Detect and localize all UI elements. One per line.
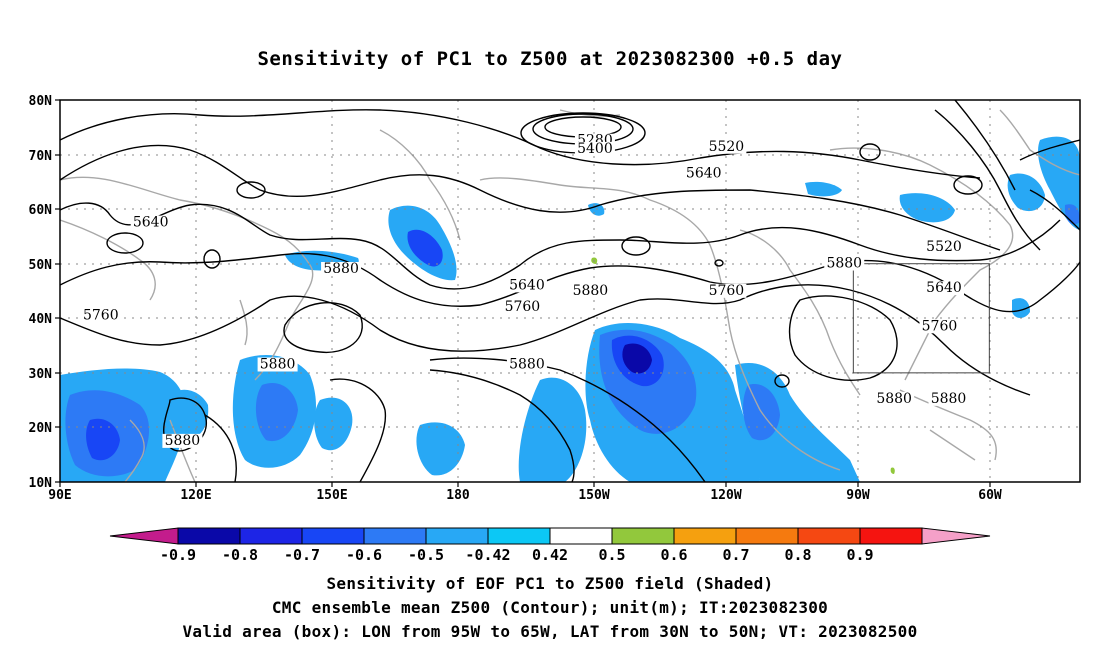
colorbar-label: 0.5 (598, 546, 625, 564)
contour-label-bg (506, 357, 547, 372)
contour-label-bg (928, 391, 969, 406)
colorbar-swatch (239, 527, 303, 545)
footer-valid-area-caption: Valid area (box): LON from 95W to 65W, L… (182, 622, 918, 641)
lat-label: 20N (29, 421, 53, 436)
contour-label-bg (257, 357, 298, 372)
contour-label-bg (874, 391, 915, 406)
colorbar-swatch (797, 527, 861, 545)
contour-label-bg (506, 278, 547, 293)
contour-label: 5760 (83, 307, 119, 323)
contour-label: 5880 (573, 283, 609, 299)
contour-label: 5880 (260, 356, 296, 372)
colorbar-high-arrow (921, 527, 991, 545)
lon-label: 120W (710, 488, 741, 503)
lat-label: 70N (29, 149, 53, 164)
sensitivity-shading (60, 136, 1080, 482)
map-frame (59, 99, 1081, 483)
lon-label: 60W (978, 488, 1002, 503)
contour-label-bg (80, 308, 121, 323)
colorbar-label: -0.7 (284, 546, 320, 564)
lat-label: 80N (29, 94, 53, 109)
lon-label: 120E (180, 488, 211, 503)
lon-label: 90E (48, 488, 71, 503)
contour-label-bg (683, 166, 724, 181)
contour-label-bg (570, 283, 611, 298)
contour-label-bg (130, 215, 171, 230)
colorbar-label: 0.9 (846, 546, 873, 564)
colorbar-swatch (611, 527, 675, 545)
footer-shaded-caption: Sensitivity of EOF PC1 to Z500 field (Sh… (326, 574, 774, 593)
contour-label: 5880 (876, 391, 912, 407)
valid-area-box (852, 263, 990, 374)
contour-label-bg (321, 261, 362, 276)
colorbar-label: -0.6 (346, 546, 382, 564)
colorbar-label: 0.7 (722, 546, 749, 564)
lon-label: 150W (578, 488, 609, 503)
lon-label: 90W (846, 488, 870, 503)
lat-labels: 80N 70N 60N 50N 40N 30N 20N 10N (29, 94, 53, 491)
contour-label-bg (574, 141, 615, 156)
colorbar-label: 0.8 (784, 546, 811, 564)
lat-label: 10N (29, 476, 53, 491)
colorbar-swatch (673, 527, 737, 545)
colorbar-swatch (735, 527, 799, 545)
contour-label-bg (924, 281, 964, 296)
contour-label: 5760 (505, 299, 541, 315)
colorbar: -0.9 -0.8 -0.7 -0.6 -0.5 -0.42 0.42 0.5 0.6 0.7 0.… (109, 527, 991, 564)
contour-label: 5880 (509, 356, 545, 372)
contour-label: 5520 (709, 139, 745, 155)
contour-label-bg (824, 256, 865, 271)
contour-label-bg (162, 433, 203, 448)
contour-label: 5880 (931, 391, 967, 407)
colorbar-swatch (859, 527, 923, 545)
contour-label: 5640 (686, 165, 722, 181)
lat-label: 40N (29, 312, 53, 327)
colorbar-label: 0.6 (660, 546, 687, 564)
colorbar-swatch (301, 527, 365, 545)
colorbar-label: -0.5 (408, 546, 444, 564)
contour-label: 5640 (133, 215, 169, 231)
colorbar-label: -0.8 (222, 546, 258, 564)
contour-label-bg (706, 283, 747, 298)
lon-labels: 90E 120E 150E 180 150W 120W 90W 60W (48, 488, 1002, 503)
contour-label: 5760 (922, 318, 958, 334)
lat-label: 30N (29, 367, 53, 382)
colorbar-label: 0.42 (532, 546, 568, 564)
contour-label: 5640 (926, 280, 962, 296)
contour-label: 5520 (926, 239, 962, 255)
lon-label: 180 (446, 488, 470, 503)
colorbar-swatch (425, 527, 489, 545)
colorbar-swatch (177, 527, 241, 545)
contour-label-bg (706, 139, 747, 154)
footer-contour-caption: CMC ensemble mean Z500 (Contour); unit(m… (271, 598, 829, 617)
axis-ticks (55, 99, 991, 487)
contour-label: 5640 (509, 277, 545, 293)
contour-label: 5760 (709, 283, 745, 299)
lat-label: 50N (29, 258, 53, 273)
colorbar-label: -0.42 (465, 546, 510, 564)
contour-label-bg (919, 319, 960, 334)
contour-label-bg (502, 300, 543, 315)
colorbar-swatch (549, 527, 613, 545)
colorbar-low-arrow (109, 527, 179, 545)
lon-label: 150E (316, 488, 347, 503)
colorbar-label: -0.9 (160, 546, 196, 564)
contour-label: 5400 (577, 141, 613, 157)
contour-label: 5880 (165, 433, 201, 449)
contour-label-bg (924, 240, 964, 255)
colorbar-swatch (487, 527, 551, 545)
lat-label: 60N (29, 203, 53, 218)
contour-label: 5880 (323, 261, 359, 277)
colorbar-swatch (363, 527, 427, 545)
contour-label: 5880 (826, 256, 862, 272)
map-title: Sensitivity of PC1 to Z500 at 2023082300… (257, 48, 843, 70)
